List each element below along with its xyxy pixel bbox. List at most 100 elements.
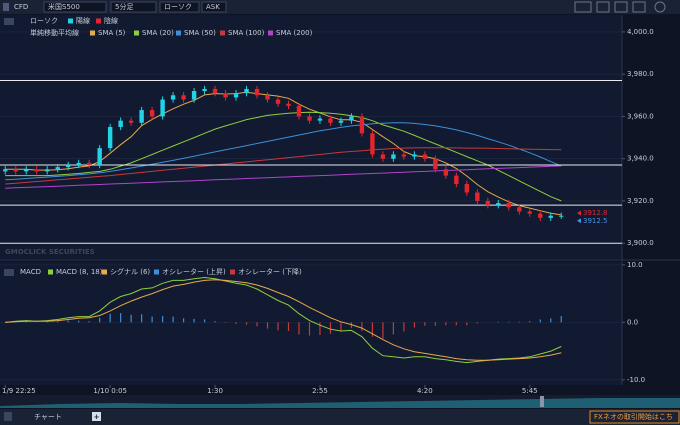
tools-button[interactable] <box>632 1 646 13</box>
candle-body <box>464 184 470 193</box>
candle-body <box>454 175 459 185</box>
oscillator-bar <box>445 322 447 326</box>
x-tick-label: 4:20 <box>417 387 433 395</box>
legend-item: SMA (100) <box>228 29 265 37</box>
candle-body <box>107 126 113 149</box>
macd-line <box>5 276 562 364</box>
legend-swatch <box>96 18 101 24</box>
candle-body <box>170 95 176 100</box>
candle-body <box>149 110 155 117</box>
tab-bar <box>0 409 680 425</box>
price-marker <box>577 218 581 224</box>
candle-body <box>97 148 102 166</box>
candle-body <box>212 88 218 94</box>
chart-type-box[interactable] <box>159 1 200 13</box>
legend-swatch <box>230 269 235 275</box>
interval-box[interactable] <box>110 1 157 13</box>
navigator-handle[interactable] <box>540 396 544 407</box>
calendar-button[interactable] <box>596 1 610 13</box>
legend-item: SMA (20) <box>142 29 174 37</box>
menu-icon[interactable] <box>3 3 9 11</box>
oscillator-bar <box>550 318 552 323</box>
market[interactable]: CFD <box>14 3 28 11</box>
candle-body <box>65 165 71 168</box>
y-tick-label: 3,960.0 <box>627 112 654 120</box>
candle-body <box>254 88 260 96</box>
oscillator-bar <box>88 321 90 323</box>
candle-body <box>202 88 207 92</box>
candle-body <box>76 162 81 166</box>
candle-body <box>317 118 323 121</box>
candle-body <box>233 93 239 98</box>
candle-body <box>359 116 365 134</box>
candle-body <box>181 95 186 100</box>
oscillator-bar <box>162 316 164 323</box>
candle-body <box>380 154 386 159</box>
legend-down: 陰線 <box>104 16 118 25</box>
oscillator-bar <box>403 322 405 332</box>
panel-toggle[interactable] <box>4 269 14 276</box>
camera-button[interactable] <box>614 1 628 13</box>
oscillator-bar <box>308 322 311 336</box>
oscillator-bar <box>172 316 174 323</box>
candle-body <box>275 99 281 104</box>
settings-button[interactable] <box>654 1 666 13</box>
candle-body <box>328 118 333 123</box>
oscillator-bar <box>413 322 415 328</box>
interval[interactable]: 5分足 <box>115 2 133 11</box>
x-tick-label: 1/9 22:25 <box>2 387 36 395</box>
moving-average <box>5 122 562 181</box>
candle-body <box>45 169 50 172</box>
oscillator-bar <box>57 321 59 323</box>
chart-type[interactable]: ローソク <box>164 3 192 11</box>
oscillator-bar <box>214 321 216 323</box>
candle-body <box>401 154 407 157</box>
legend-item: MACD (8, 18) <box>56 268 103 276</box>
draw-button[interactable] <box>574 1 592 13</box>
moving-average <box>5 147 562 185</box>
side[interactable]: ASK <box>206 3 220 11</box>
legend-swatch <box>48 269 53 275</box>
oscillator-bar <box>382 322 384 339</box>
oscillator-bar <box>151 316 153 323</box>
oscillator-bar <box>120 313 122 323</box>
oscillator-bar <box>466 322 468 326</box>
chart-tab[interactable]: チャート <box>34 413 62 421</box>
banner[interactable]: FXネオの取引開始はこち <box>594 412 673 421</box>
candle-body <box>370 133 375 155</box>
x-tick-label: 5:45 <box>522 387 538 395</box>
moving-average <box>5 165 562 189</box>
legend-swatch <box>154 269 159 275</box>
candle-body <box>538 213 543 218</box>
navigator-area <box>0 398 680 408</box>
oscillator-bar <box>329 322 332 334</box>
candle-body <box>485 200 491 206</box>
oscillator-bar <box>277 322 279 331</box>
banner-box[interactable] <box>589 410 680 424</box>
candle-body <box>160 99 165 117</box>
candle-body <box>24 169 29 172</box>
candle-body <box>139 110 144 123</box>
legend-item: シグナル (6) <box>110 267 150 276</box>
symbol[interactable]: 米国S500 <box>48 2 80 11</box>
oscillator-bar <box>434 322 436 326</box>
legend-item: オシレーター (上昇) <box>162 267 226 276</box>
add-tab[interactable]: + <box>94 413 100 421</box>
oscillator-bar <box>560 316 562 323</box>
symbol-box[interactable] <box>43 1 107 13</box>
candle-body <box>559 215 564 217</box>
add-tab-box[interactable] <box>92 412 101 421</box>
tab-icon[interactable] <box>4 412 12 421</box>
oscillator-bar <box>109 313 111 323</box>
candle-body <box>443 169 449 176</box>
oscillator-bar <box>518 321 520 323</box>
legend-swatch <box>90 30 95 36</box>
y-tick-label: 3,920.0 <box>627 197 654 205</box>
side-box[interactable] <box>201 1 227 13</box>
panel-toggle[interactable] <box>4 18 14 25</box>
watermark: GMOCLICK SECURITIES <box>5 248 95 256</box>
candle-body <box>244 88 249 94</box>
y-tick-label: 3,900.0 <box>627 239 654 247</box>
macd-line <box>5 279 562 361</box>
